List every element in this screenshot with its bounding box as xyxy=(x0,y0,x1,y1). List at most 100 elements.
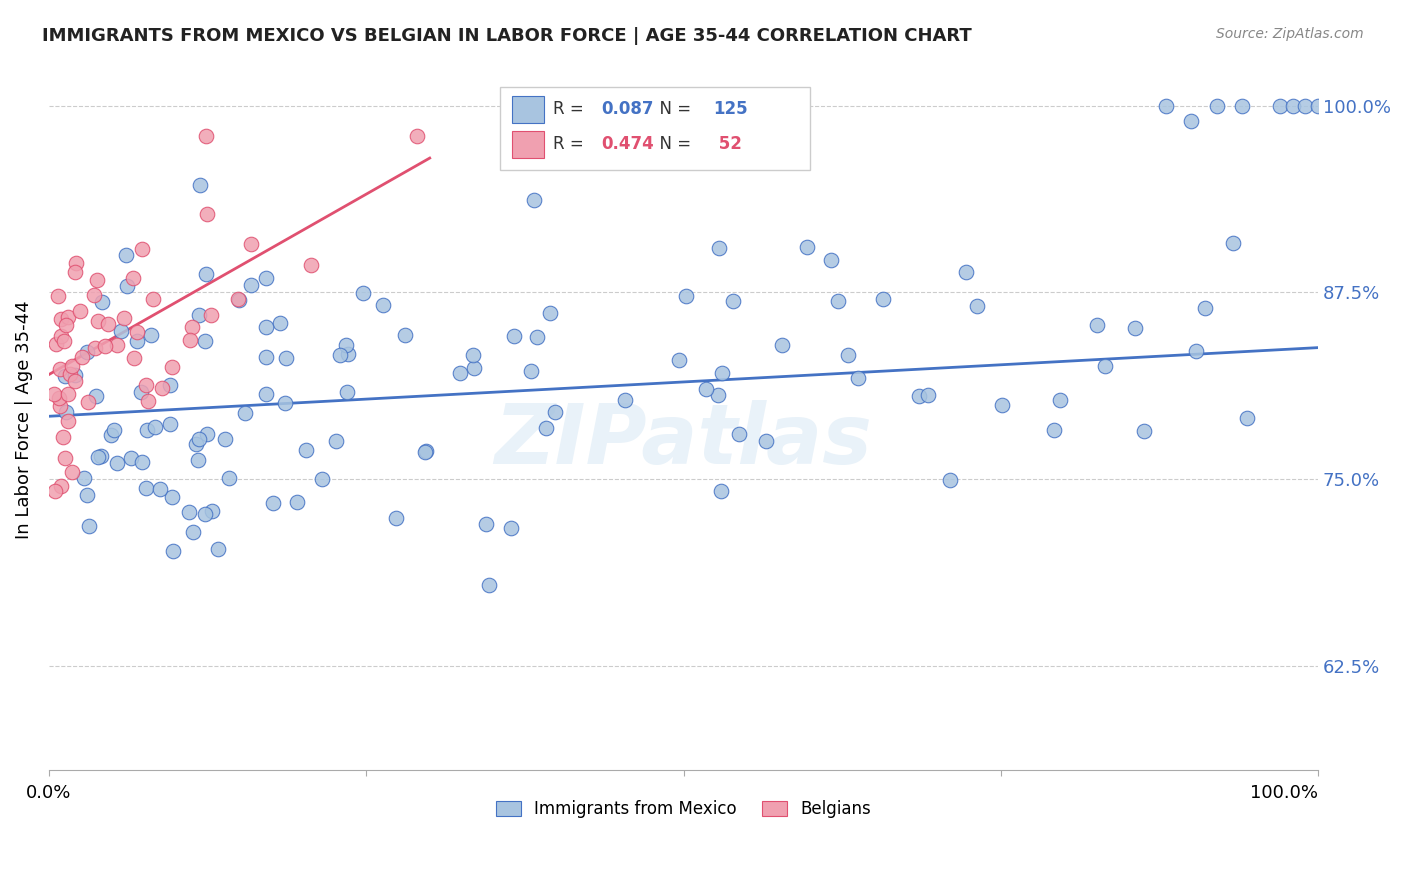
Point xyxy=(72,350,94,364)
Point xyxy=(1222,235,1244,250)
Point xyxy=(55,405,77,419)
Point xyxy=(65,256,87,270)
Point xyxy=(214,432,236,446)
Point xyxy=(837,348,859,362)
Point xyxy=(1085,318,1108,333)
Point xyxy=(44,484,66,499)
Point xyxy=(86,273,108,287)
Point xyxy=(188,432,211,446)
Point xyxy=(65,375,87,389)
Point xyxy=(406,128,429,143)
Point xyxy=(534,421,557,435)
Point xyxy=(544,405,567,419)
FancyBboxPatch shape xyxy=(499,87,810,170)
Point xyxy=(371,298,394,312)
Point xyxy=(523,193,546,207)
Point xyxy=(52,429,75,443)
Point xyxy=(184,437,207,451)
Point xyxy=(188,308,211,322)
Point xyxy=(129,384,152,399)
Point xyxy=(990,398,1012,412)
Point xyxy=(149,482,172,496)
Point xyxy=(122,271,145,285)
Point xyxy=(135,377,157,392)
Point xyxy=(73,471,96,485)
Point xyxy=(49,479,72,493)
Point xyxy=(820,252,842,267)
Point xyxy=(695,382,717,396)
Point xyxy=(262,496,284,510)
Point xyxy=(1194,301,1216,315)
FancyBboxPatch shape xyxy=(512,131,544,158)
Point xyxy=(87,314,110,328)
Point xyxy=(526,330,548,344)
Point xyxy=(179,333,201,347)
Point xyxy=(103,423,125,437)
Point xyxy=(187,453,209,467)
Point xyxy=(59,367,82,381)
Point xyxy=(1123,321,1146,335)
Point xyxy=(499,521,522,535)
Point xyxy=(115,248,138,262)
Point xyxy=(105,338,128,352)
Point xyxy=(955,265,977,279)
Point xyxy=(917,388,939,402)
Point xyxy=(520,364,543,378)
Point xyxy=(90,449,112,463)
Point xyxy=(538,306,561,320)
Text: Source: ZipAtlas.com: Source: ZipAtlas.com xyxy=(1216,27,1364,41)
Point xyxy=(329,348,352,362)
Point xyxy=(463,360,485,375)
Point xyxy=(207,541,229,556)
Point xyxy=(160,359,183,374)
Point xyxy=(1094,359,1116,373)
Point xyxy=(49,329,72,343)
Point xyxy=(150,381,173,395)
Point xyxy=(335,338,357,352)
Point xyxy=(195,427,218,442)
Point xyxy=(201,504,224,518)
Point xyxy=(100,427,122,442)
Point xyxy=(668,353,690,368)
Point xyxy=(49,399,72,413)
Point xyxy=(846,371,869,385)
Point xyxy=(449,366,471,380)
Point xyxy=(276,351,298,365)
Point xyxy=(48,392,70,406)
Point xyxy=(105,456,128,470)
Point xyxy=(385,510,408,524)
Point xyxy=(285,495,308,509)
Point xyxy=(177,505,200,519)
Point xyxy=(97,317,120,331)
Point xyxy=(122,351,145,365)
Point xyxy=(352,286,374,301)
Point xyxy=(1154,99,1177,113)
Point xyxy=(254,270,277,285)
Point xyxy=(239,236,262,251)
Point xyxy=(939,473,962,487)
Point xyxy=(1133,424,1156,438)
Text: R =: R = xyxy=(553,136,589,153)
Text: 52: 52 xyxy=(713,136,741,153)
Point xyxy=(226,292,249,306)
Point xyxy=(76,345,98,359)
Point xyxy=(1049,392,1071,407)
Legend: Immigrants from Mexico, Belgians: Immigrants from Mexico, Belgians xyxy=(489,794,877,825)
Point xyxy=(1185,344,1208,359)
Point xyxy=(139,327,162,342)
Point xyxy=(675,289,697,303)
Point xyxy=(49,361,72,376)
Point xyxy=(1180,113,1202,128)
Point xyxy=(336,347,359,361)
Point xyxy=(218,471,240,485)
Point xyxy=(239,277,262,292)
Point xyxy=(233,406,256,420)
Point xyxy=(413,445,436,459)
Point xyxy=(796,239,818,253)
Point xyxy=(143,420,166,434)
Point xyxy=(295,443,318,458)
Point xyxy=(254,350,277,364)
Point xyxy=(710,366,733,380)
Point xyxy=(110,324,132,338)
Text: ZIPatlas: ZIPatlas xyxy=(495,400,873,481)
